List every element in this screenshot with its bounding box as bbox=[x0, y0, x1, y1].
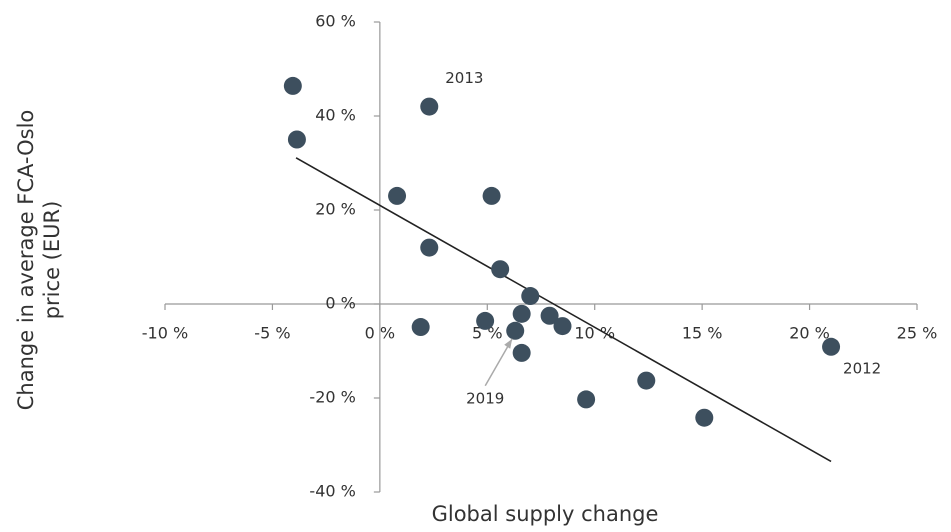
annotation-arrowhead bbox=[504, 338, 513, 349]
point bbox=[420, 238, 439, 257]
point bbox=[506, 321, 525, 340]
point bbox=[822, 337, 841, 356]
point bbox=[388, 186, 407, 205]
point bbox=[540, 306, 559, 325]
y-tick-label: -40 % bbox=[309, 482, 355, 501]
y-axis-title-line: price (EUR) bbox=[40, 201, 64, 320]
y-axis-title: Change in average FCA-Osloprice (EUR) bbox=[14, 110, 64, 411]
point bbox=[287, 130, 306, 149]
point bbox=[411, 318, 430, 337]
point bbox=[512, 304, 531, 323]
point bbox=[491, 260, 510, 279]
annotation: 2019 bbox=[466, 389, 504, 407]
y-tick-label: 60 % bbox=[315, 12, 356, 31]
point bbox=[521, 287, 540, 306]
x-axis-title: Global supply change bbox=[432, 502, 659, 526]
x-tick-label: 25 % bbox=[897, 324, 938, 343]
trend-line bbox=[295, 157, 832, 463]
y-tick-label: 0 % bbox=[325, 294, 355, 313]
point bbox=[553, 317, 572, 336]
x-tick-label: -5 % bbox=[254, 324, 290, 343]
point bbox=[637, 371, 656, 390]
point bbox=[512, 343, 531, 362]
x-tick-label: 15 % bbox=[682, 324, 723, 343]
y-tick-label: -20 % bbox=[309, 388, 355, 407]
x-tick-label: 5 % bbox=[472, 324, 502, 343]
x-tick-label: 10 % bbox=[574, 324, 615, 343]
y-tick-label: 20 % bbox=[315, 200, 356, 219]
point bbox=[420, 97, 439, 116]
x-tick-label: -10 % bbox=[142, 324, 188, 343]
point bbox=[283, 76, 302, 95]
point bbox=[695, 408, 714, 427]
annotation: 2013 bbox=[445, 69, 483, 87]
point bbox=[577, 390, 596, 409]
y-axis-title-line: Change in average FCA-Oslo bbox=[14, 110, 38, 411]
point bbox=[476, 311, 495, 330]
annotation: 2012 bbox=[843, 359, 881, 377]
x-tick-label: 0 % bbox=[365, 324, 395, 343]
x-tick-label: 20 % bbox=[789, 324, 830, 343]
point bbox=[482, 186, 501, 205]
y-tick-label: 40 % bbox=[315, 106, 356, 125]
